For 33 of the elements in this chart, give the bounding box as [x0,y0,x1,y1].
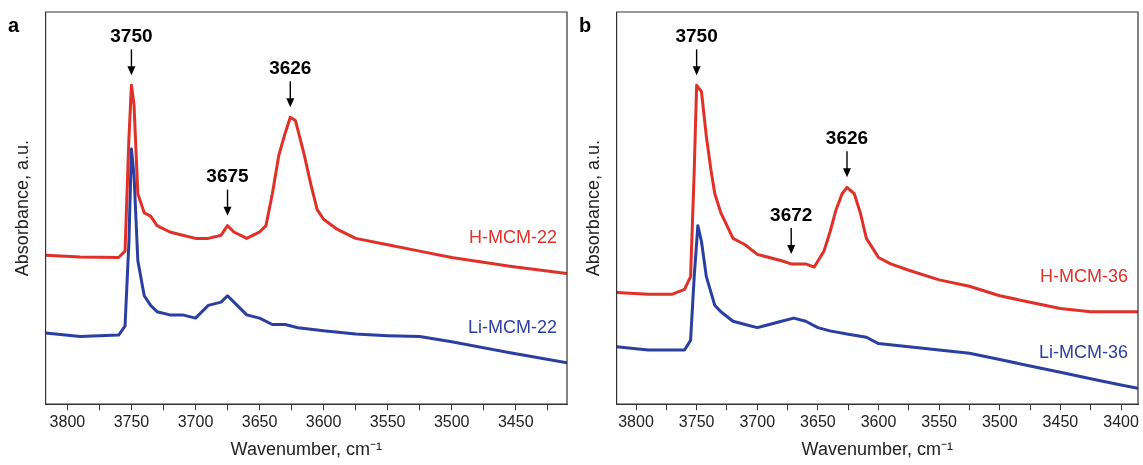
x-tick-label: 3500 [433,413,470,431]
annotation: 3750 [675,25,718,47]
annotation: 3626 [269,56,312,78]
annotation: 3626 [825,127,869,149]
x-tick-label: 3700 [177,413,214,431]
x-tick-label: 3550 [921,413,958,431]
chart-title: b [579,13,592,36]
x-tick-label: 3600 [860,413,897,431]
annotation: 3672 [770,203,813,225]
series-label: Li-MCM-36 [1038,342,1128,363]
x-tick-label: 3700 [739,413,776,431]
series-label: H-MCM-22 [469,227,557,248]
y-axis-title: Absorbance, a.u. [11,140,32,277]
x-tick-label: 3550 [369,413,406,431]
x-axis-title: Wavenumber, cm⁻¹ [801,439,953,460]
x-tick-label: 3750 [113,413,150,431]
series-label: Li-MCM-22 [467,316,557,337]
x-tick-label: 3750 [678,413,715,431]
x-tick-label: 3500 [981,413,1018,431]
x-tick-label: 3800 [49,413,86,431]
x-tick-label: 3450 [497,413,534,431]
y-axis-title: Absorbance, a.u. [582,140,603,277]
x-tick-label: 3800 [618,413,654,431]
x-tick-label: 3600 [305,413,342,431]
annotation: 3750 [110,25,153,47]
chart-title: a [8,13,20,36]
x-tick-label: 3400 [1103,413,1139,431]
x-tick-label: 3650 [241,413,278,431]
x-axis-title: Wavenumber, cm⁻¹ [230,439,382,460]
x-tick-label: 3650 [800,413,836,431]
series-label: H-MCM-36 [1040,265,1128,286]
x-tick-label: 3450 [1042,413,1079,431]
annotation: 3675 [206,165,250,187]
